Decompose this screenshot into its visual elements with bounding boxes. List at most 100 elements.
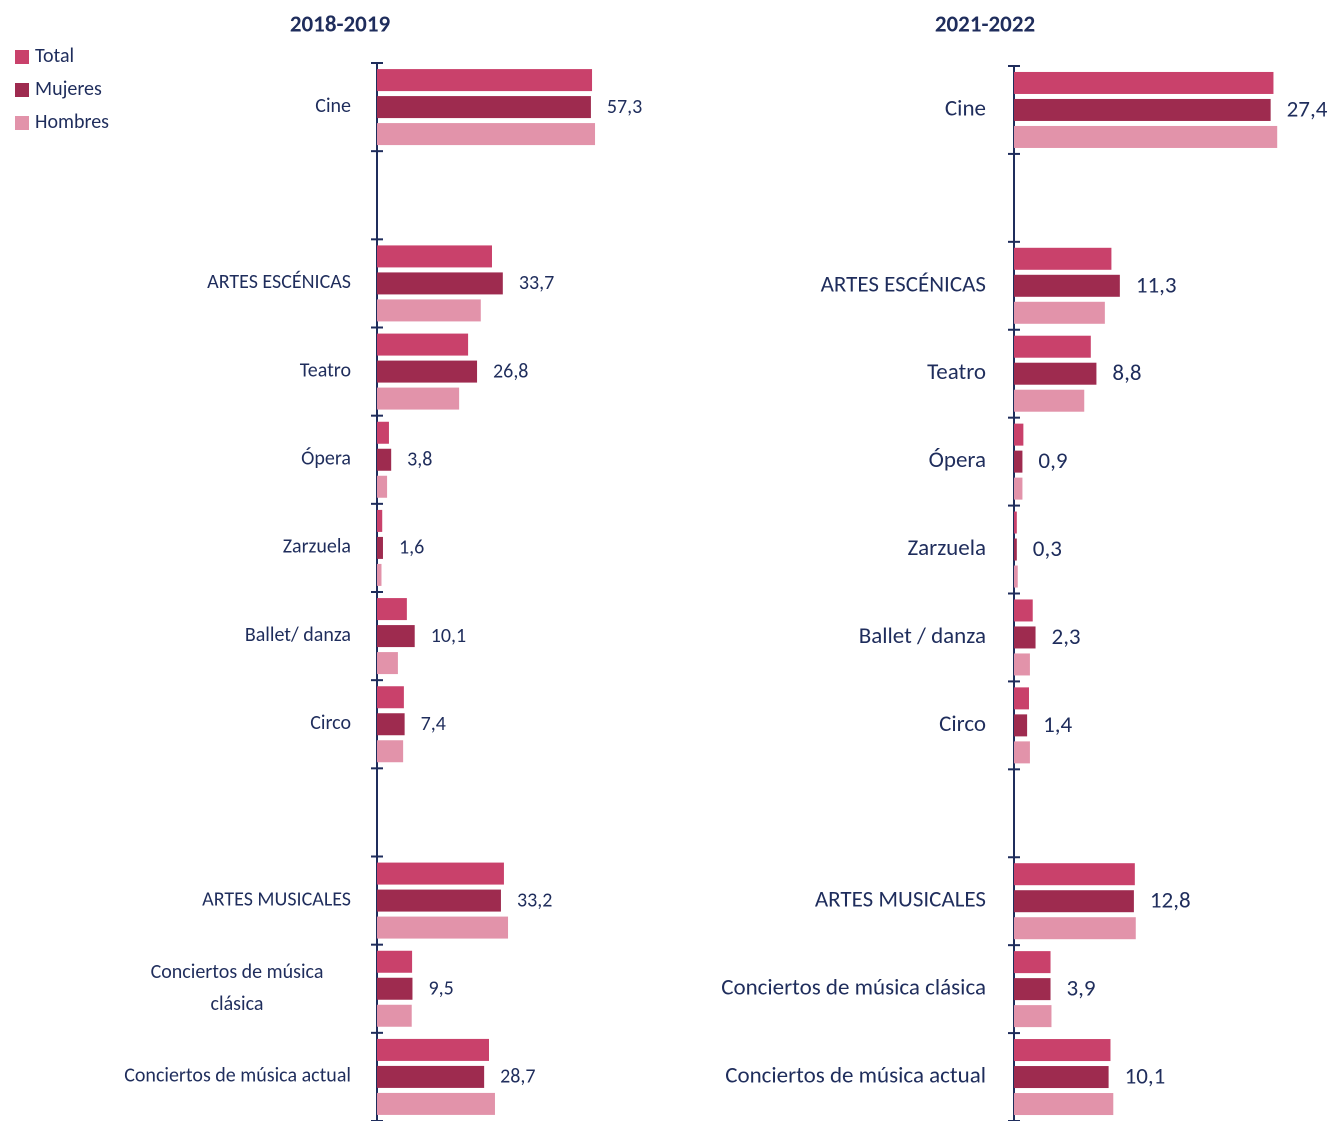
chart-title: 2018-2019	[290, 11, 391, 39]
bar	[377, 448, 392, 471]
category-label: Conciertos de música actual	[725, 1062, 986, 1090]
bar	[1014, 511, 1017, 534]
data-label: 10,1	[431, 624, 466, 648]
data-label: 33,7	[519, 271, 554, 295]
legend-swatch	[15, 116, 29, 130]
bar	[1014, 741, 1030, 764]
bar	[1014, 247, 1112, 270]
bar	[1014, 1039, 1111, 1062]
data-label: 2,3	[1052, 623, 1081, 651]
bar	[377, 686, 404, 709]
bar	[1014, 450, 1023, 473]
bar	[1014, 71, 1274, 94]
bar	[1014, 599, 1033, 622]
bar	[1014, 626, 1036, 649]
category-label: Ballet/ danza	[245, 623, 351, 647]
category-label: ARTES MUSICALES	[815, 886, 986, 914]
bar	[1014, 978, 1051, 1001]
bar	[377, 360, 478, 383]
data-label: 10,1	[1125, 1063, 1166, 1091]
bar	[1014, 565, 1018, 588]
bar	[1014, 125, 1278, 148]
data-label: 1,4	[1043, 711, 1072, 739]
bar	[1014, 98, 1271, 121]
legend-label: Hombres	[35, 110, 109, 134]
data-label: 57,3	[607, 95, 642, 119]
category-label: Conciertos de música actual	[124, 1064, 351, 1088]
data-label: 7,4	[421, 712, 446, 736]
category-label: Ópera	[301, 447, 351, 471]
bar	[377, 475, 388, 498]
bar	[1014, 653, 1030, 676]
data-label: 12,8	[1150, 887, 1191, 915]
category-label: ARTES MUSICALES	[202, 887, 351, 911]
category-label: ARTES ESCÉNICAS	[821, 270, 986, 298]
category-label: Circo	[310, 711, 351, 735]
bar	[377, 713, 405, 736]
bar	[1014, 389, 1085, 412]
data-label: 3,9	[1067, 975, 1096, 1003]
bar	[377, 536, 383, 559]
bar	[377, 862, 504, 885]
category-label: Zarzuela	[908, 534, 987, 562]
bar	[1014, 917, 1136, 940]
bar	[1014, 951, 1051, 974]
bar	[377, 889, 501, 912]
bar	[377, 652, 398, 675]
bar	[377, 123, 596, 146]
bar	[377, 1004, 412, 1027]
bar	[377, 387, 460, 410]
bar	[377, 977, 413, 1000]
category-label: Conciertos de música clásica	[151, 960, 324, 1016]
bar	[377, 1038, 489, 1061]
category-label: Circo	[939, 710, 986, 738]
bar	[377, 509, 383, 532]
data-label: 0,9	[1038, 447, 1067, 475]
bar	[1014, 863, 1135, 886]
bar	[1014, 538, 1017, 561]
bar	[377, 272, 503, 295]
bar	[377, 299, 481, 322]
data-label: 0,3	[1033, 535, 1062, 563]
bar	[1014, 1005, 1052, 1028]
category-label: Ópera	[929, 446, 986, 474]
bar	[377, 1065, 485, 1088]
bar	[377, 740, 404, 763]
bar	[377, 563, 382, 586]
data-label: 11,3	[1136, 271, 1177, 299]
legend-label: Mujeres	[35, 77, 102, 101]
category-label: Cine	[945, 94, 986, 122]
bar	[1014, 1066, 1109, 1089]
data-label: 33,2	[517, 888, 552, 912]
bar	[377, 916, 509, 939]
data-label: 26,8	[493, 359, 528, 383]
bar	[377, 96, 591, 119]
data-label: 1,6	[399, 536, 424, 560]
data-label: 27,4	[1287, 95, 1328, 123]
legend-swatch	[15, 83, 29, 97]
category-label: Conciertos de música clásica	[721, 974, 986, 1002]
bar	[377, 421, 389, 444]
bar	[1014, 335, 1091, 358]
category-label: Teatro	[927, 358, 986, 386]
bar	[1014, 687, 1029, 710]
bar	[1014, 423, 1024, 446]
data-label: 28,7	[500, 1065, 535, 1089]
bar	[1014, 1093, 1114, 1116]
data-label: 8,8	[1112, 359, 1141, 387]
bar	[377, 950, 413, 973]
bar	[1014, 362, 1097, 385]
bar	[377, 245, 492, 268]
bar	[1014, 274, 1120, 297]
bar	[377, 625, 415, 648]
category-label: Zarzuela	[283, 535, 351, 559]
data-label: 9,5	[428, 977, 453, 1001]
bar	[1014, 477, 1023, 500]
bar	[1014, 714, 1028, 737]
legend-swatch	[15, 50, 29, 64]
bar	[1014, 301, 1105, 324]
category-label: Teatro	[300, 358, 351, 382]
legend-label: Total	[35, 44, 74, 68]
bar	[377, 69, 593, 92]
